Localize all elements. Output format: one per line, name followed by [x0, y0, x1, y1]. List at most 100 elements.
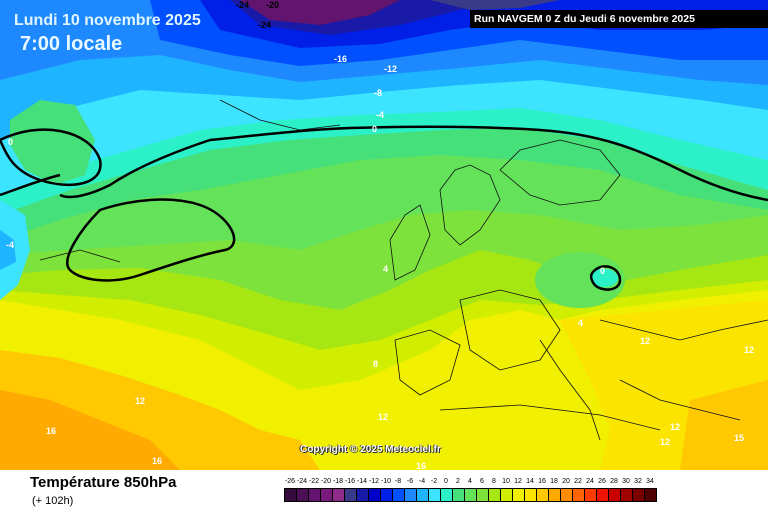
copyright: Copyright © 2025 Meteociel.fr [300, 444, 441, 455]
legend-label: 12 [514, 478, 522, 485]
legend-swatch [645, 489, 657, 502]
isotherm-label: -8 [374, 88, 382, 98]
legend-label: -4 [418, 478, 426, 485]
run-info: Run NAVGEM 0 Z du Jeudi 6 novembre 2025 [470, 10, 768, 28]
isotherm-label: 12 [660, 437, 670, 447]
legend-swatch [309, 489, 321, 502]
isotherm-label: 16 [46, 426, 56, 436]
legend-swatch [477, 489, 489, 502]
coastlines [39, 99, 768, 441]
isotherm-label: -4 [376, 110, 384, 120]
isotherm-label: 12 [670, 422, 680, 432]
legend-swatch [357, 489, 369, 502]
temperature-fields [0, 0, 768, 470]
legend-swatch [609, 489, 621, 502]
legend-label: -26 [284, 478, 296, 485]
legend-swatch [573, 489, 585, 502]
legend-label: 22 [574, 478, 582, 485]
isotherm-label: 0 [372, 124, 377, 134]
legend-swatch [285, 489, 297, 502]
legend-label: -8 [394, 478, 402, 485]
legend-swatch [441, 489, 453, 502]
forecast-date: Lundi 10 novembre 2025 [14, 12, 201, 29]
legend-label: -2 [430, 478, 438, 485]
legend-label: 18 [550, 478, 558, 485]
isotherm-label: 16 [416, 461, 426, 470]
isotherm-label: -4 [6, 240, 14, 250]
isotherm-label: -24 [236, 0, 249, 10]
legend-swatch [453, 489, 465, 502]
legend-swatch [405, 489, 417, 502]
legend-swatch [465, 489, 477, 502]
forecast-offset: (+ 102h) [32, 495, 74, 507]
legend-label: 30 [622, 478, 630, 485]
legend-label: -20 [320, 478, 332, 485]
isotherm-label: 15 [734, 433, 744, 443]
legend-label: -22 [308, 478, 320, 485]
isotherm-label: -20 [266, 0, 279, 10]
legend-swatch [369, 489, 381, 502]
legend-label: 16 [538, 478, 546, 485]
legend-label: -6 [406, 478, 414, 485]
legend-swatch [561, 489, 573, 502]
legend-label: 34 [646, 478, 654, 485]
legend-label: 10 [502, 478, 510, 485]
legend-swatch [633, 489, 645, 502]
forecast-time: 7:00 locale [20, 33, 123, 55]
legend-label: 26 [598, 478, 606, 485]
legend-swatch [501, 489, 513, 502]
legend-label: -12 [368, 478, 380, 485]
legend-swatch [321, 489, 333, 502]
isotherm-label: -12 [384, 64, 397, 74]
isotherm-label: 0 [600, 266, 605, 276]
isotherm-label: 4 [578, 318, 583, 328]
legend-swatch [585, 489, 597, 502]
isotherm-label: 12 [640, 336, 650, 346]
legend-swatch [621, 489, 633, 502]
legend-label: 0 [444, 478, 448, 485]
isotherm-label: 12 [135, 396, 145, 406]
isotherm-label: 12 [744, 345, 754, 355]
legend-label: 4 [468, 478, 472, 485]
legend-label: -24 [296, 478, 308, 485]
legend-swatch [513, 489, 525, 502]
legend-swatch [429, 489, 441, 502]
legend-swatch [549, 489, 561, 502]
legend-label: 14 [526, 478, 534, 485]
legend-swatches [284, 488, 657, 502]
isotherm-label: 16 [152, 456, 162, 466]
color-legend: -26 -24 -22 -20 -18 -16 -14 -12 -10 -8 -6 -4 -2 0 2 4 6 8… [284, 478, 657, 502]
temperature-map: -24 -20 -24 -16 -12 -8 -4 0 0 -4 4 0 4 8… [0, 0, 768, 470]
legend-swatch [297, 489, 309, 502]
legend-swatch [489, 489, 501, 502]
legend-swatch [345, 489, 357, 502]
isotherm-labels: -24 -20 -24 -16 -12 -8 -4 0 0 -4 4 0 4 8… [6, 0, 754, 470]
legend-swatch [393, 489, 405, 502]
map-title: Température 850hPa [30, 474, 177, 491]
legend-label: 8 [492, 478, 496, 485]
legend-label: 2 [456, 478, 460, 485]
legend-swatch [597, 489, 609, 502]
legend-swatch [333, 489, 345, 502]
legend-label: 24 [586, 478, 594, 485]
footer: Température 850hPa (+ 102h) -26 -24 -22 -20… [0, 470, 768, 512]
legend-label: -14 [356, 478, 368, 485]
legend-label: -10 [380, 478, 392, 485]
isotherm-label: 12 [378, 412, 388, 422]
legend-swatch [525, 489, 537, 502]
legend-label: 6 [480, 478, 484, 485]
isotherm-label: 8 [373, 359, 378, 369]
isotherm-contours [0, 125, 768, 291]
legend-label: -16 [344, 478, 356, 485]
legend-labels: -26 -24 -22 -20 -18 -16 -14 -12 -10 -8 -6 -4 -2 0 2 4 6 8… [284, 478, 657, 485]
legend-label: 20 [562, 478, 570, 485]
isotherm-label: 4 [383, 264, 388, 274]
legend-swatch [537, 489, 549, 502]
isotherm-label: 0 [8, 137, 13, 147]
legend-label: 32 [634, 478, 642, 485]
legend-swatch [381, 489, 393, 502]
isotherm-label: -16 [334, 54, 347, 64]
legend-swatch [417, 489, 429, 502]
legend-label: -18 [332, 478, 344, 485]
